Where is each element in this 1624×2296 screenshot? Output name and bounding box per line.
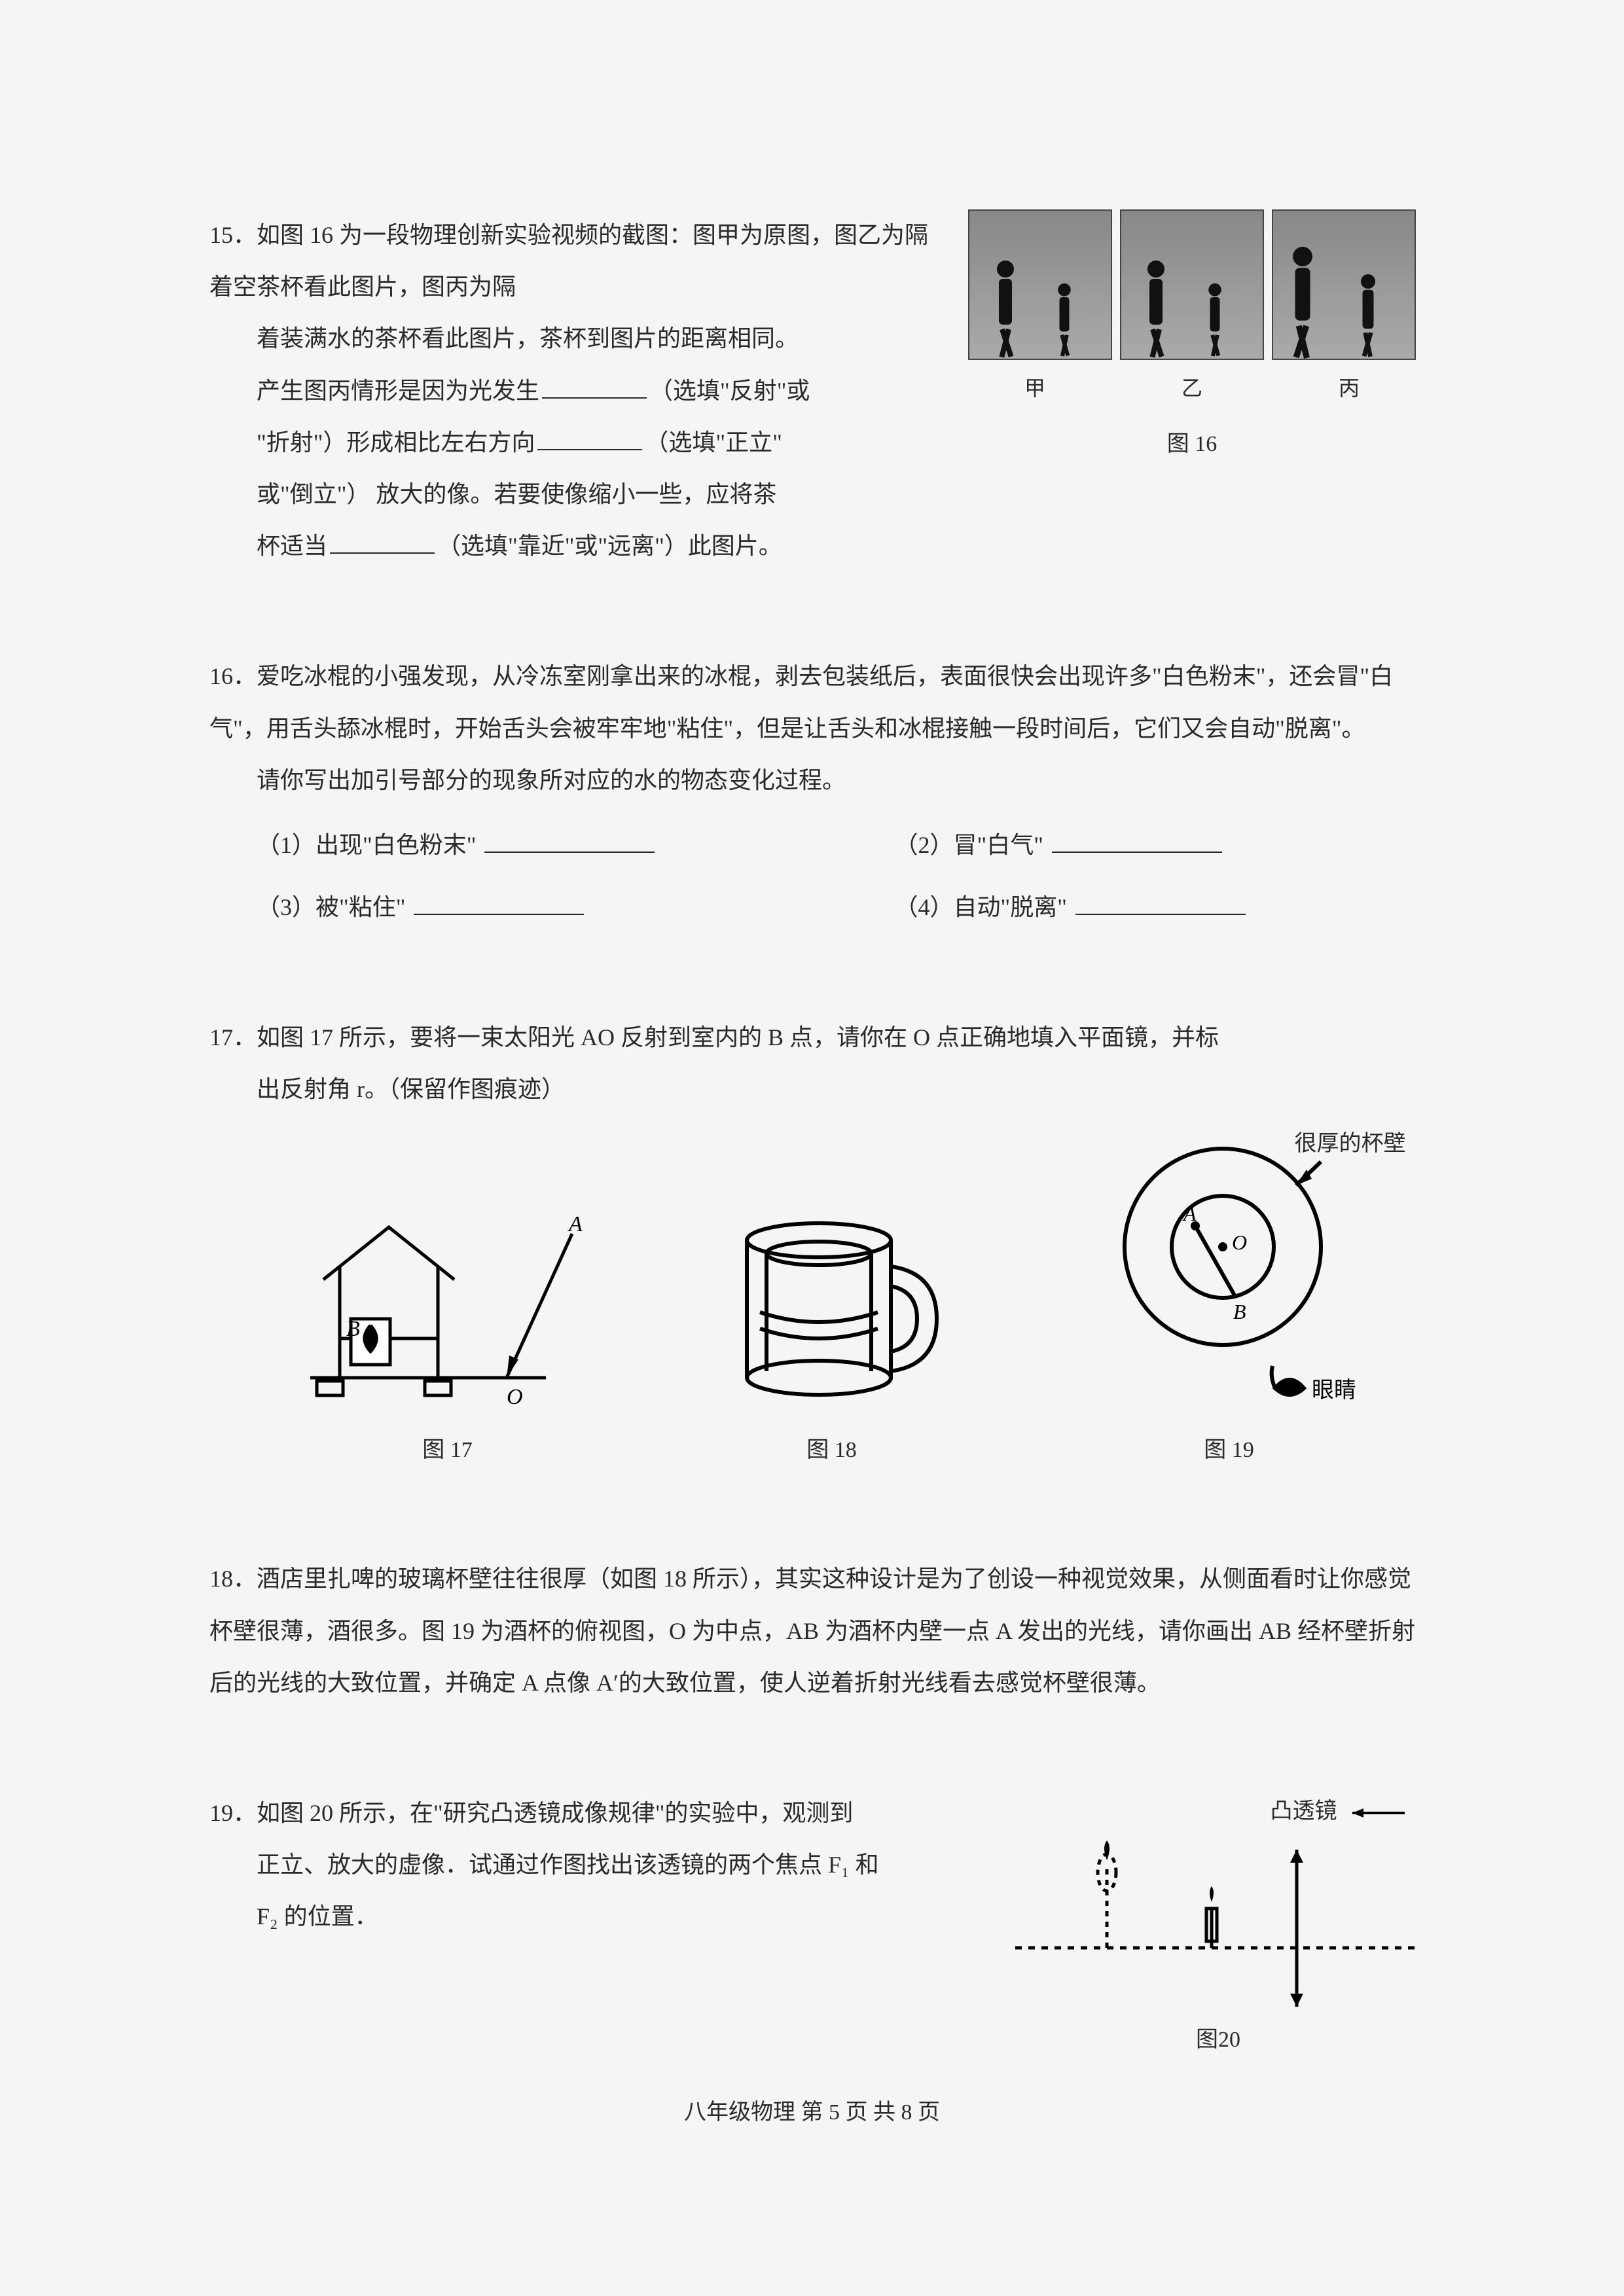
- figure-17-caption: 图 17: [310, 1426, 585, 1475]
- q15-line1: 如图 16 为一段物理创新实验视频的截图：图甲为原图，图乙为隔着空茶杯看此图片，…: [209, 222, 928, 300]
- q16-sub3: （3）被"粘住": [257, 882, 790, 933]
- question-19: 19．如图 20 所示，在"研究凸透镜成像规律"的实验中，观测到 正立、放大的虚…: [209, 1787, 1428, 2065]
- figure-19-caption: 图 19: [1079, 1426, 1380, 1475]
- q16-sub4: （4）自动"脱离": [895, 882, 1428, 933]
- question-18: 18．酒店里扎啤的玻璃杯壁往往很厚（如图 18 所示），其实这种设计是为了创设一…: [209, 1553, 1428, 1709]
- label-A-small: A: [1182, 1202, 1197, 1225]
- q19-text: 19．如图 20 所示，在"研究凸透镜成像规律"的实验中，观测到 正立、放大的虚…: [209, 1787, 983, 1943]
- figure-16-caption: 图 16: [956, 420, 1428, 469]
- label-A: A: [568, 1212, 583, 1236]
- question-16: 16．爱吃冰棍的小强发现，从冷冻室刚拿出来的冰棍，剥去包装纸后，表面很快会出现许…: [209, 651, 1428, 933]
- q15-number: 15．: [209, 222, 257, 248]
- figure-17-svg: A B O: [310, 1208, 585, 1417]
- q18-text: 酒店里扎啤的玻璃杯壁往往很厚（如图 18 所示），其实这种设计是为了创设一种视觉…: [209, 1566, 1415, 1695]
- q19-number: 19．: [209, 1800, 257, 1826]
- figure-18-caption: 图 18: [721, 1426, 943, 1475]
- figure-20: 凸透镜: [1009, 1787, 1428, 2065]
- blank-q15-1[interactable]: [542, 370, 647, 398]
- blank-q16-4[interactable]: [1075, 887, 1246, 915]
- figure-16-panels: [956, 209, 1428, 360]
- sublabel-jia: 甲: [1024, 365, 1045, 411]
- page-footer: 八年级物理 第 5 页 共 8 页: [0, 2094, 1624, 2126]
- label-thick-wall: 很厚的杯壁: [1295, 1120, 1406, 1169]
- q16-p1: 爱吃冰棍的小强发现，从冷冻室刚拿出来的冰棍，剥去包装纸后，表面很快会出现许多"白…: [209, 663, 1393, 741]
- q17-textb: 出反射角 r。（保留作图痕迹）: [209, 1064, 1428, 1115]
- figure-20-svg: [1015, 1837, 1421, 2007]
- figure-18: 图 18: [721, 1208, 943, 1475]
- figure-19: 很厚的杯壁 A O B 眼睛 图 19: [1079, 1142, 1380, 1475]
- q15-line6: 杯适当（选填"靠近"或"远离"）此图片。: [209, 520, 1428, 572]
- figure-16-panel-bing: [1272, 209, 1416, 360]
- figures-17-18-19: A B O 图 17: [262, 1142, 1428, 1475]
- blank-q15-2[interactable]: [537, 422, 642, 450]
- figure-17: A B O 图 17: [310, 1208, 585, 1475]
- label-eye: 眼睛: [1312, 1378, 1356, 1403]
- q17-texta: 如图 17 所示，要将一束太阳光 AO 反射到室内的 B 点，请你在 O 点正确…: [257, 1024, 1219, 1050]
- figure-16-panel-yi: [1120, 209, 1264, 360]
- q16-p2: 请你写出加引号部分的现象所对应的水的物态变化过程。: [209, 755, 1428, 806]
- question-15: 甲 乙 丙 图 16 15．如图 16 为一段物理创新实验视频的截图：图甲为原图…: [209, 209, 1428, 572]
- q15-line5: 或"倒立"） 放大的像。若要使像缩小一些，应将茶: [209, 469, 1428, 520]
- figure-18-svg: [721, 1208, 943, 1417]
- sublabel-yi: 乙: [1182, 365, 1202, 411]
- label-B-small: B: [1233, 1300, 1246, 1323]
- figure-19-svg: A O B 眼睛: [1079, 1142, 1380, 1417]
- figure-16-panel-jia: [968, 209, 1112, 360]
- label-B: B: [346, 1317, 360, 1341]
- question-17: 17．如图 17 所示，要将一束太阳光 AO 反射到室内的 B 点，请你在 O …: [209, 1012, 1428, 1475]
- label-O-small: O: [1232, 1230, 1247, 1254]
- figure-16-sublabels: 甲 乙 丙: [956, 365, 1428, 411]
- blank-q15-3[interactable]: [330, 526, 435, 554]
- figure-16: 甲 乙 丙 图 16: [956, 209, 1428, 469]
- blank-q16-3[interactable]: [414, 887, 584, 915]
- sublabel-bing: 丙: [1339, 365, 1360, 411]
- blank-q16-1[interactable]: [484, 825, 655, 853]
- q16-sub2: （2）冒"白气": [895, 819, 1428, 871]
- q18-number: 18．: [209, 1566, 257, 1592]
- q16-number: 16．: [209, 663, 257, 689]
- q17-number: 17．: [209, 1024, 257, 1050]
- lens-label: 凸透镜: [1009, 1787, 1428, 1837]
- q16-subitems: （1）出现"白色粉末" （2）冒"白气" （3）被"粘住" （4）自动"脱离": [209, 819, 1428, 933]
- label-O: O: [507, 1385, 523, 1409]
- q16-sub1: （1）出现"白色粉末": [257, 819, 790, 871]
- figure-20-caption: 图20: [1009, 2016, 1428, 2065]
- blank-q16-2[interactable]: [1052, 825, 1222, 853]
